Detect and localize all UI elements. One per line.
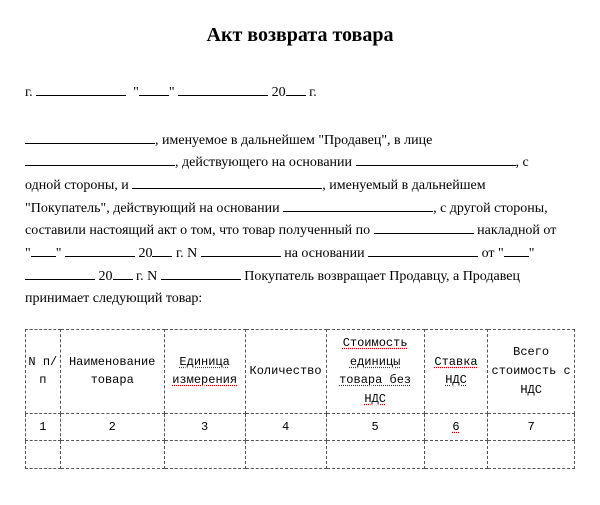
txt-p6g: ": [529, 246, 535, 261]
txt-p6c: 20: [138, 246, 152, 261]
narrative-block: , именуемое в дальнейшем "Продавец", в л…: [25, 129, 575, 310]
table-index-row: 1234567: [26, 413, 575, 441]
table-index-cell: 3: [164, 413, 245, 441]
txt-p4b: , с другой стороны,: [433, 201, 548, 216]
table-header-cell: Стоимость единицы товара без НДС: [326, 330, 424, 413]
txt-p6b: ": [56, 246, 62, 261]
year-prefix: 20: [272, 85, 286, 100]
month3-blank: [25, 265, 95, 280]
txt-p3a: одной стороны, и: [25, 178, 129, 193]
txt-p3b: , именуемый в дальнейшем: [322, 178, 485, 193]
year-suffix: г.: [309, 85, 317, 100]
table-empty-cell: [326, 441, 424, 469]
table-index-cell: 1: [26, 413, 61, 441]
month-blank: [178, 81, 268, 96]
basis2-blank: [368, 242, 478, 257]
txt-p6f: от ": [482, 246, 504, 261]
txt-p2: , действующего на основании: [175, 155, 352, 170]
day2-blank: [31, 242, 56, 257]
date-city-line: г. "" 20 г.: [25, 81, 575, 104]
table-index-cell: 4: [245, 413, 326, 441]
table-empty-cell: [488, 441, 575, 469]
txt-p2-tail: , с: [516, 155, 529, 170]
seller-name-blank: [25, 129, 155, 144]
table-empty-cell: [245, 441, 326, 469]
num-blank: [201, 242, 281, 257]
table-empty-cell: [424, 441, 488, 469]
txt-p7a: 20: [99, 269, 113, 284]
table-header-cell: N п/п: [26, 330, 61, 413]
table-empty-row: [26, 441, 575, 469]
table-header-cell: Ставка НДС: [424, 330, 488, 413]
txt-p1: , именуемое в дальнейшем "Продавец", в л…: [155, 133, 432, 148]
city-label: г.: [25, 85, 33, 100]
txt-p4a: "Покупатель", действующий на основании: [25, 201, 280, 216]
buyer-name-blank: [132, 174, 322, 189]
seller-basis-blank: [356, 151, 516, 166]
seller-rep-blank: [25, 151, 175, 166]
txt-p6e: на основании: [284, 246, 364, 261]
table-header-cell: Единица измерения: [164, 330, 245, 413]
city-blank: [36, 81, 126, 96]
table-header-cell: Количество: [245, 330, 326, 413]
table-empty-cell: [164, 441, 245, 469]
txt-p7c: Покупатель возвращает Продавцу, а Продав…: [244, 269, 520, 284]
txt-p5b: накладной от: [477, 223, 556, 238]
table-header-cell: Всего стоимость с НДС: [488, 330, 575, 413]
txt-p5a: составили настоящий акт о том, что товар…: [25, 223, 370, 238]
table-empty-cell: [26, 441, 61, 469]
table-header-row: N п/пНаименование товараЕдиница измерени…: [26, 330, 575, 413]
day-blank: [139, 81, 169, 96]
year3-blank: [113, 265, 133, 280]
buyer-basis-blank: [283, 197, 433, 212]
goods-table: N п/пНаименование товараЕдиница измерени…: [25, 329, 575, 469]
month2-blank: [65, 242, 135, 257]
table-header-cell: Наименование товара: [60, 330, 164, 413]
doc-title: Акт возврата товара: [25, 20, 575, 51]
table-index-cell: 5: [326, 413, 424, 441]
table-index-cell: 6: [424, 413, 488, 441]
table-index-cell: 2: [60, 413, 164, 441]
year-blank: [286, 81, 306, 96]
day3-blank: [504, 242, 529, 257]
table-index-cell: 7: [488, 413, 575, 441]
table-empty-cell: [60, 441, 164, 469]
txt-p7b: г. N: [136, 269, 157, 284]
invoice-blank: [374, 219, 474, 234]
year2-blank: [152, 242, 172, 257]
txt-p8: принимает следующий товар:: [25, 291, 202, 306]
txt-p6d: г. N: [176, 246, 197, 261]
num2-blank: [161, 265, 241, 280]
